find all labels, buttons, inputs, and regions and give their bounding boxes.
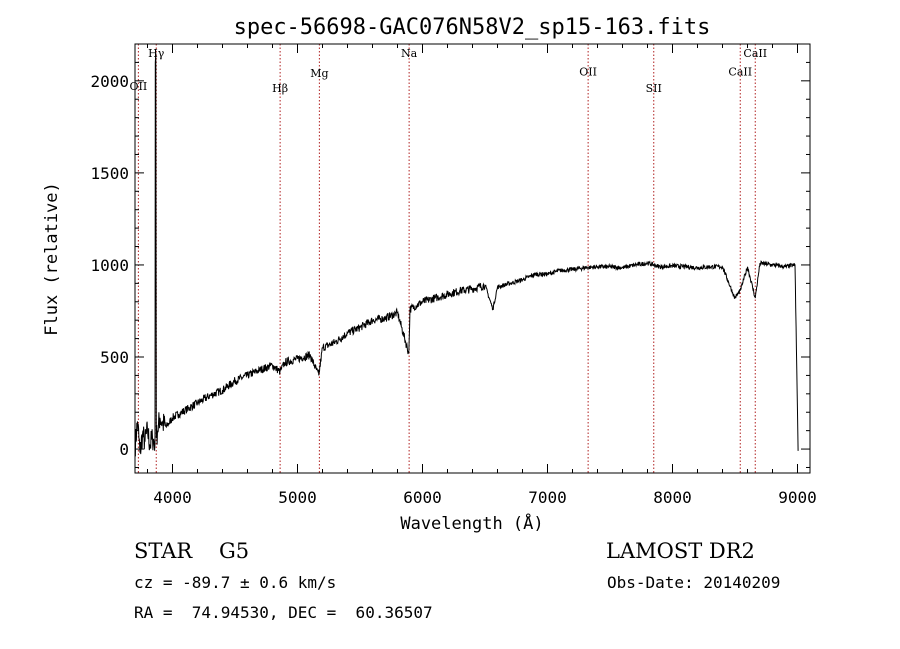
plot-frame [134,43,811,474]
line-label-1: Hγ [148,47,165,60]
y-tick-label: 1000 [90,256,129,275]
spectrum-series [134,53,799,457]
object-subclass: G5 [218,539,250,563]
line-label-4: Na [401,47,418,60]
x-tick-label: 9000 [778,488,817,507]
object-type: STAR [134,539,193,563]
y-tick-label: 1500 [90,164,129,183]
line-label-2: Hβ [272,82,288,95]
line-label-3: Mg [310,67,328,80]
line-label-0: OII [130,80,148,93]
axis-ticks: 4000 5000 6000 7000 8000 9000 0 500 1000 1500 2000 [90,43,817,507]
chart-title: spec-56698-GAC076N58V2_sp15-163.fits [234,15,711,40]
emission-lines: OII Hγ Hβ Mg Na OII SII CaII CaII [130,44,767,473]
line-label-7: CaII [728,65,752,78]
x-tick-label: 7000 [528,488,567,507]
line-label-8: CaII [743,47,767,60]
x-tick-label: 4000 [153,488,192,507]
redshift-velocity: cz = -89.7 ± 0.6 km/s [134,573,337,592]
x-axis-label: Wavelength (Å) [400,512,543,534]
observation-date: Obs-Date: 20140209 [607,573,781,592]
line-label-5: OII [579,65,597,78]
x-tick-label: 8000 [653,488,692,507]
y-tick-label: 0 [119,440,129,459]
survey-label: LAMOST DR2 [606,539,755,563]
object-class-row: STAR G5 [134,539,249,563]
x-tick-label: 6000 [403,488,442,507]
y-tick-label: 500 [100,348,129,367]
x-tick-label: 5000 [278,488,317,507]
y-axis-label: Flux (relative) [42,182,62,336]
line-label-6: SII [646,82,662,95]
y-tick-label: 2000 [90,72,129,91]
coordinates: RA = 74.94530, DEC = 60.36507 [134,603,433,622]
